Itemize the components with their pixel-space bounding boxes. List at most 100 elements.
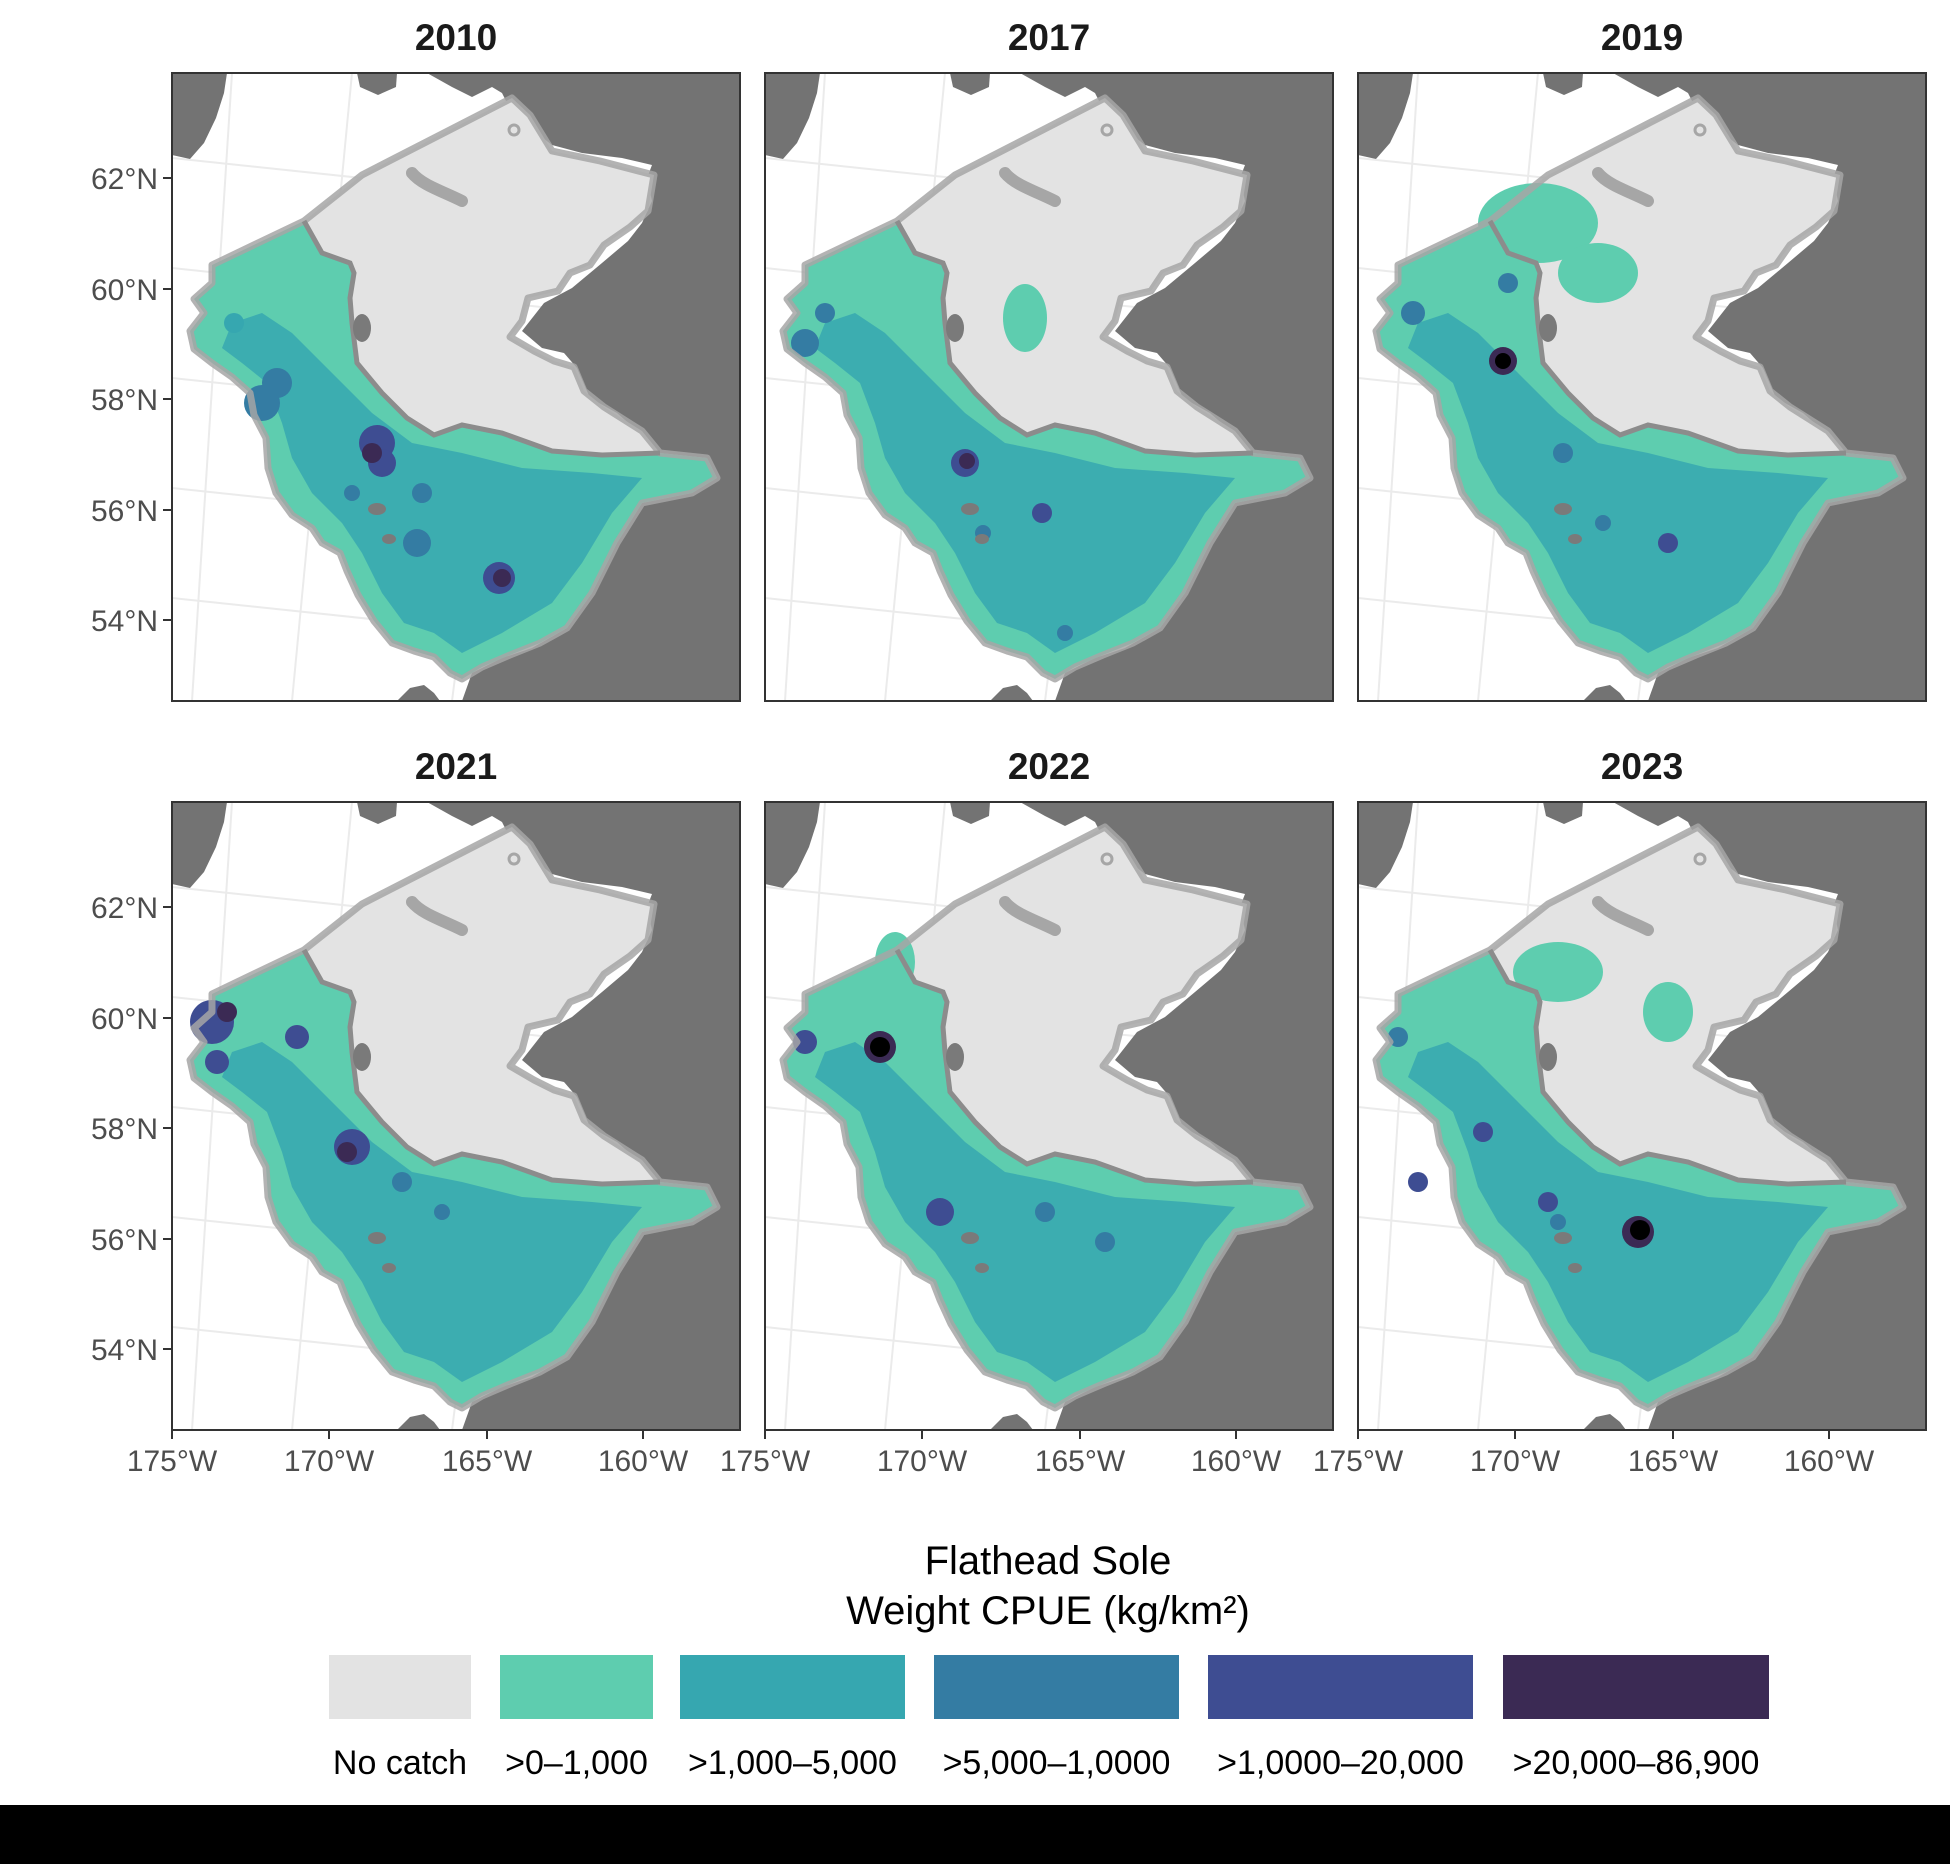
cpue-hotspot [1630,1220,1650,1240]
x-tick-label: 170°W [877,1445,968,1478]
panel-frame [764,72,1334,702]
catch-patch [1003,284,1047,352]
legend-title-line1: Flathead Sole [925,1539,1172,1583]
y-tick-label: 58°N [91,384,158,417]
cpue-hotspot [1057,625,1073,641]
cpue-hotspot [217,1002,237,1022]
cpue-hotspot [285,1025,309,1049]
x-tick-label: 175°W [127,1445,218,1478]
island-outline [1693,123,1707,137]
legend-keys: No catch >0–1,000 >1,000–5,000 >5,000–1,000… [329,1655,1769,1782]
island [1539,314,1557,342]
legend-label: >1,000–5,000 [688,1744,897,1782]
cpue-hotspot [205,1050,229,1074]
cpue-hotspot [1550,1214,1566,1230]
x-tick-label: 160°W [1191,1445,1282,1478]
island [1539,1043,1557,1071]
cpue-hotspot [870,1037,890,1057]
cpue-hotspot [793,1030,817,1054]
island-outline [1592,167,1654,207]
panel-title: 2010 [415,17,497,58]
island [382,1263,396,1273]
cpue-hotspot [1498,273,1518,293]
x-tick-label: 175°W [1313,1445,1404,1478]
island [368,1232,386,1244]
cpue-hotspot [337,1142,357,1162]
y-tick-label: 60°N [91,1003,158,1036]
island [1554,503,1572,515]
map-panel-2021: 2021 62°N 60°N 58°N 56°N 54°N 175°W 170°W 165°W 1… [91,746,741,1478]
island-outline [999,167,1061,207]
island [961,503,979,515]
stratum-line [894,948,1254,1187]
bottom-black-bar [0,1805,1950,1864]
island-outline [1592,896,1654,936]
cpue-hotspot [1658,533,1678,553]
cpue-hotspot [1473,1122,1493,1142]
island [353,314,371,342]
legend-key-2 [680,1655,905,1719]
island-outline [999,896,1061,936]
y-tick-label: 54°N [91,605,158,638]
panel-title: 2021 [415,746,497,787]
legend-key-1 [500,1655,653,1719]
y-tick-label: 62°N [91,163,158,196]
stratum-line [301,219,661,458]
cpue-hotspot [1035,1202,1055,1222]
cpue-hotspot [434,1204,450,1220]
island-outline [507,852,521,866]
catch-patch [1513,942,1603,1002]
y-tick-label: 56°N [91,495,158,528]
cpue-hotspot [1032,503,1052,523]
x-tick-label: 165°W [1628,1445,1719,1478]
x-tick-label: 160°W [598,1445,689,1478]
cpue-hotspot [1408,1172,1428,1192]
cpue-hotspot [262,368,292,398]
x-tick-label: 170°W [1470,1445,1561,1478]
y-tick-label: 54°N [91,1334,158,1367]
island [1568,534,1582,544]
x-tick-label: 175°W [720,1445,811,1478]
panel-title: 2023 [1601,746,1683,787]
island [975,1263,989,1273]
stratum-line [1487,948,1847,1187]
map-panel-2022: 2022 175°W 170°W 165°W 160°W [720,746,1334,1478]
legend-label: No catch [333,1744,467,1782]
stratum-line [301,948,661,1187]
island [1568,1263,1582,1273]
cpue-hotspot [362,443,382,463]
panel-frame [1357,72,1927,702]
island-outline [1100,123,1114,137]
y-tick-label: 56°N [91,1224,158,1257]
x-tick-label: 165°W [1035,1445,1126,1478]
catch-patch [1643,982,1693,1042]
stratum-line [1487,219,1847,458]
stratum-line [894,219,1254,458]
legend-key-4 [1208,1655,1473,1719]
legend-label: >0–1,000 [505,1744,648,1782]
legend-label: >5,000–1,0000 [943,1744,1171,1782]
island [946,314,964,342]
legend-label: >20,000–86,900 [1513,1744,1760,1782]
cpue-hotspot [791,329,819,357]
panel-frame [171,801,741,1431]
cpue-hotspot [959,453,975,469]
island-outline [406,167,468,207]
legend-key-5 [1503,1655,1769,1719]
panel-frame [764,801,1334,1431]
panel-title: 2019 [1601,17,1683,58]
island [961,1232,979,1244]
y-tick-label: 62°N [91,892,158,925]
cpue-hotspot [1553,443,1573,463]
cpue-hotspot [224,313,244,333]
legend-label: >1,0000–20,000 [1217,1744,1464,1782]
island [353,1043,371,1071]
map-panel-2010: 2010 62°N 60°N 58°N 56°N 54°N [91,17,741,702]
y-tick-label: 58°N [91,1113,158,1146]
cpue-hotspot [1538,1192,1558,1212]
island [975,534,989,544]
island-outline [406,896,468,936]
cpue-hotspot [403,529,431,557]
legend-key-0 [329,1655,471,1719]
